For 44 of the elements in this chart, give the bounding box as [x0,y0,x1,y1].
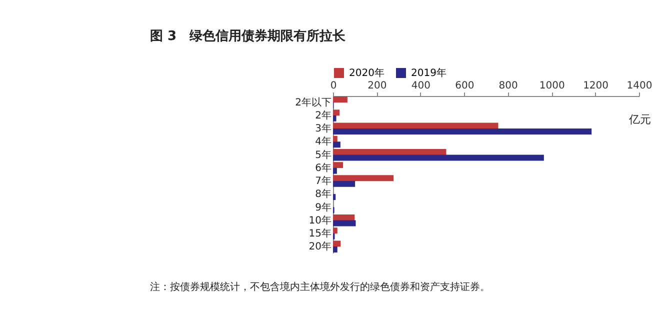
bar [333,96,348,103]
y-tick-label: 2年 [315,110,332,122]
bar [333,142,340,148]
y-tick-label: 10年 [308,214,332,226]
legend-label: 2020年 [349,67,384,79]
bar [333,175,394,182]
bar [333,246,338,252]
y-tick-label: 2年以下 [295,96,332,108]
y-tick-label: 4年 [315,136,332,148]
text: 注：按债券规模统计，不包含境内主体境外发行的绿色债券和资产支持证券。 [150,281,490,293]
bar [333,122,498,129]
bar [333,220,356,226]
bar [333,148,446,155]
x-tick-label: 400 [411,80,430,92]
legend-label: 2019年 [411,67,446,79]
bar [333,194,336,200]
x-tick-label: 1200 [583,80,609,92]
x-tick-label: 600 [455,80,474,92]
bar [333,240,341,247]
bar [333,168,337,174]
x-axis-title: 亿元 [628,113,651,126]
bar [333,115,336,122]
bar [333,110,340,116]
x-tick-label: 1000 [539,80,565,92]
x-tick-label: 800 [498,80,518,92]
y-tick-label: 8年 [315,188,332,200]
y-tick-label: 20年 [308,240,332,253]
y-tick-label: 7年 [315,175,332,188]
bar [333,154,544,161]
y-tick-label: 3年 [315,122,332,135]
bar [333,214,355,220]
bar [333,228,338,234]
y-tick-label: 9年 [315,201,332,214]
bar [333,128,592,135]
y-tick-label: 15年 [308,227,332,240]
x-tick-label: 200 [368,80,387,92]
bar [333,162,344,168]
y-tick-label: 6年 [315,162,332,174]
bar [333,136,338,142]
x-tick-label: 0 [330,80,337,92]
y-tick-label: 5年 [315,148,332,161]
bar [333,180,356,187]
chart-title: 图 3 绿色信用债券期限有所拉长 [150,28,347,44]
x-tick-label: 1400 [626,80,652,92]
